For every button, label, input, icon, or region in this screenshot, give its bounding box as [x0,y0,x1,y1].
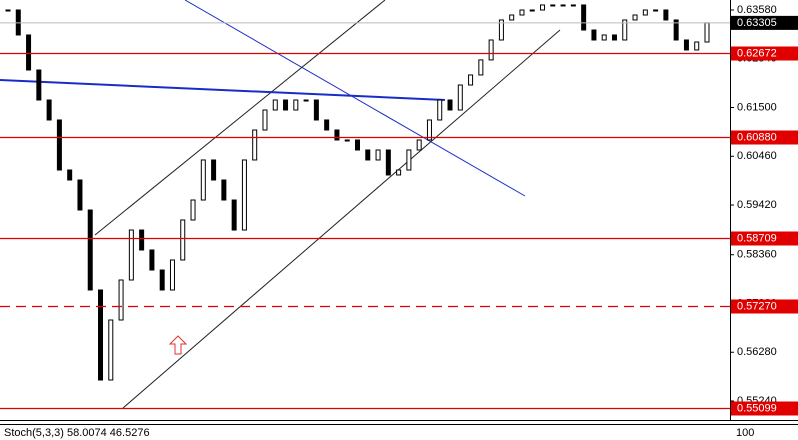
candle [313,99,319,121]
candle [252,129,258,161]
candle [447,99,453,111]
y-tick-label: 0.59420 [737,199,777,211]
candle [211,159,217,181]
candle [36,69,42,101]
level-label: 0.60880 [737,131,777,143]
candle [694,41,700,51]
candle [509,14,515,21]
candle [560,4,566,7]
candle [632,14,638,21]
y-tick-label: 0.56280 [737,346,777,358]
y-tick-label: 0.61500 [737,101,777,113]
candle [67,169,73,181]
candle [180,219,186,261]
candle [262,109,268,131]
candle [26,34,32,71]
candle [622,19,628,41]
candle [663,9,669,21]
candle [488,39,494,61]
candle [673,19,679,41]
plot [0,0,561,409]
level-label-box [731,46,798,61]
candle [478,59,484,76]
candle [704,22,710,43]
candle [46,99,52,121]
level-label-box [731,299,798,314]
trend-line [0,79,446,101]
candle [457,84,463,111]
candle [375,149,381,161]
candle [426,119,432,141]
candle [385,149,391,176]
current-price-label: 0.63305 [737,17,777,29]
candle [498,19,504,41]
level-label: 0.58709 [737,232,777,244]
channel-line [122,29,561,409]
level-label: 0.55099 [737,402,777,414]
candle [241,159,247,231]
candle [344,139,350,142]
candle [406,149,412,171]
candle [108,319,114,381]
indicator-max: 100 [736,427,754,439]
level-label: 0.62672 [737,47,777,59]
y-tick-label: 0.58360 [737,249,777,261]
level-label: 0.57270 [737,300,777,312]
candle [550,4,556,7]
candle [653,9,659,12]
channel-line [94,0,386,236]
candle [365,149,371,161]
candle [611,34,617,41]
candle [200,159,206,201]
candle [77,179,83,211]
candle [529,9,535,12]
candle [570,4,576,7]
candle [231,199,237,231]
candle [334,129,340,141]
trend-line [184,0,526,197]
candle [5,9,11,12]
candle [519,9,525,16]
candle [468,74,474,86]
candle [303,99,309,102]
candle [128,229,134,281]
candle [190,199,196,221]
candle [272,99,278,111]
candle [87,209,93,291]
y-tick-label: 0.63580 [737,4,777,16]
candle [293,99,299,111]
candle [159,269,165,291]
up-arrow [168,335,188,355]
candle [56,119,62,171]
candle [581,4,587,31]
candle [149,249,155,271]
current-price-box [731,15,798,30]
level-label-box [731,401,798,416]
y-tick-label: 0.60460 [737,150,777,162]
indicator-label: Stoch(5,3,3) 58.0074 46.5276 [4,427,150,439]
candle [169,259,175,291]
candle [139,229,145,251]
candle [683,39,689,51]
candle [416,139,422,151]
candle [591,29,597,41]
level-label-box [731,231,798,246]
candle [355,139,360,151]
candle [221,179,227,201]
candle [437,99,443,121]
candle [118,279,124,321]
level-label-box [731,130,798,145]
candle [601,34,607,41]
candle [324,119,330,131]
candle [540,4,546,11]
candle [283,99,289,111]
candle [98,289,104,381]
candle [642,9,648,16]
candle [396,169,402,176]
